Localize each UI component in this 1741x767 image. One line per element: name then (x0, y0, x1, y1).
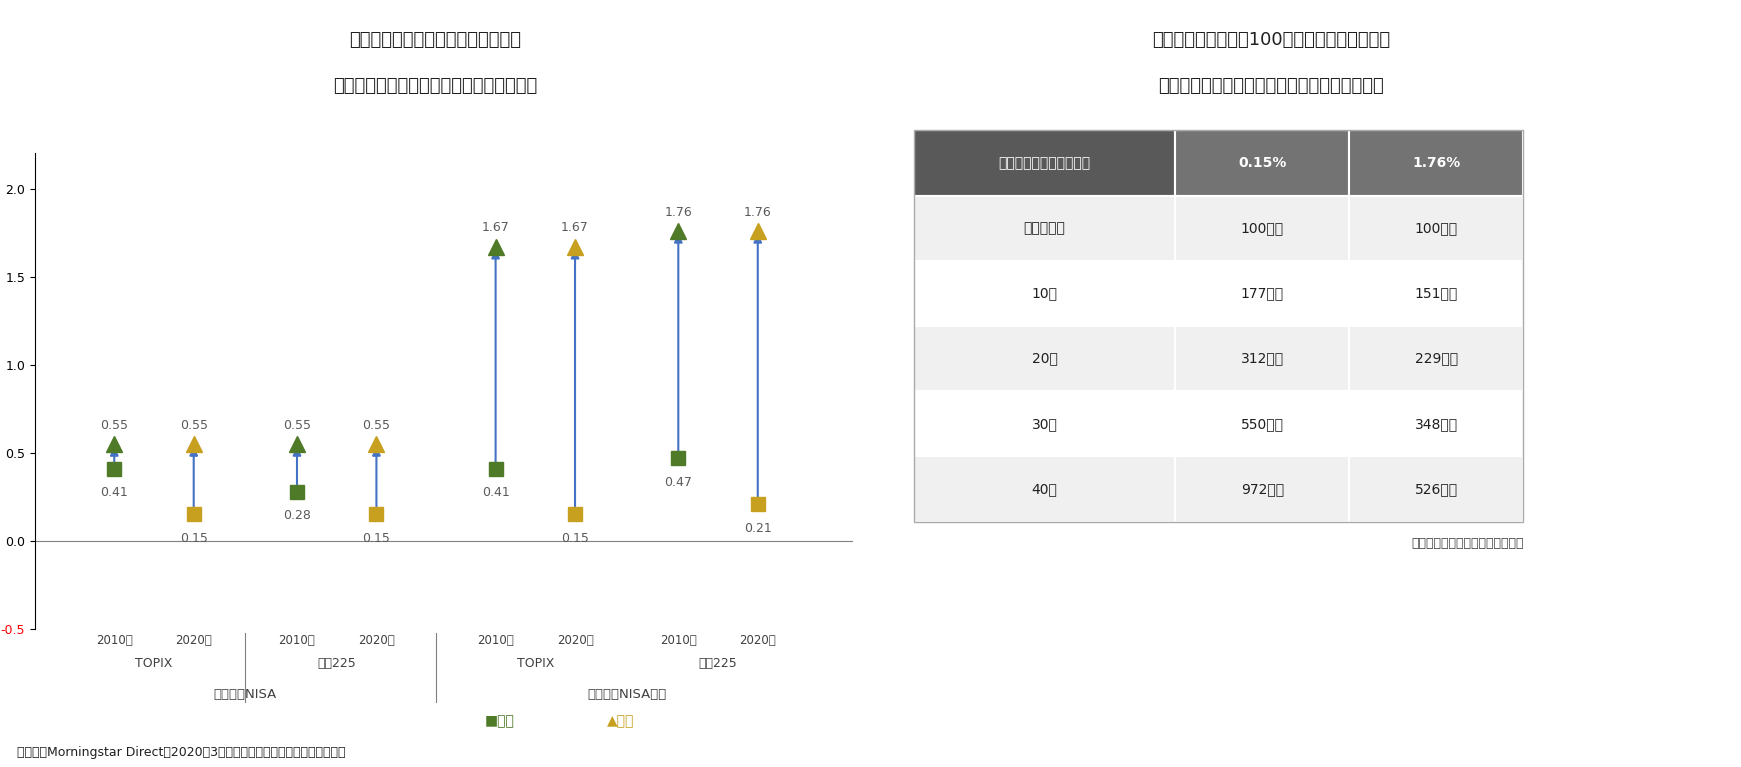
Text: 2010年: 2010年 (96, 634, 132, 647)
Text: 526万円: 526万円 (1415, 482, 1457, 496)
Text: 100万円: 100万円 (1415, 221, 1457, 235)
Text: 0.55: 0.55 (284, 419, 312, 432)
Text: 1.76%: 1.76% (1412, 156, 1461, 170)
Text: 30年: 30年 (1032, 416, 1057, 431)
Text: 1.76: 1.76 (743, 206, 771, 219)
Text: 2010年: 2010年 (477, 634, 514, 647)
Text: （資料）ニッセイ基礎研究所作成: （資料）ニッセイ基礎研究所作成 (1410, 537, 1523, 550)
Text: 20年: 20年 (1032, 351, 1057, 366)
Text: 1.67: 1.67 (561, 222, 588, 235)
Text: 0.41: 0.41 (101, 486, 129, 499)
Text: 10年: 10年 (1032, 286, 1057, 301)
Text: 348万円: 348万円 (1415, 416, 1457, 431)
Text: 2010年: 2010年 (279, 634, 315, 647)
Text: （資料）Morningstar Direct（2020年3月時点）よりニッセイ基礎研究所作成: （資料）Morningstar Direct（2020年3月時点）よりニッセイ基… (17, 746, 346, 759)
Text: 972万円: 972万円 (1241, 482, 1283, 496)
Text: つみたてNISA: つみたてNISA (214, 688, 277, 700)
Text: 0.21: 0.21 (743, 522, 771, 535)
Text: 投資開始時: 投資開始時 (1024, 221, 1065, 235)
Text: 信託報酬等の違いによるパフォーマンスの差: 信託報酬等の違いによるパフォーマンスの差 (1158, 77, 1384, 94)
Text: 177万円: 177万円 (1241, 286, 1283, 301)
Text: 151万円: 151万円 (1415, 286, 1457, 301)
Text: 0.55: 0.55 (179, 419, 207, 432)
Text: つみたてNISA以外: つみたてNISA以外 (587, 688, 667, 700)
Text: 2020年: 2020年 (359, 634, 395, 647)
Text: 1.76: 1.76 (665, 206, 693, 219)
Text: TOPIX: TOPIX (517, 657, 554, 670)
Text: 日経225: 日経225 (317, 657, 357, 670)
Text: 0.15: 0.15 (561, 532, 588, 545)
Text: 1.67: 1.67 (482, 222, 510, 235)
Text: 0.55: 0.55 (101, 419, 129, 432)
Text: 0.41: 0.41 (482, 486, 510, 499)
Text: 0.15%: 0.15% (1238, 156, 1287, 170)
Text: TOPIX: TOPIX (136, 657, 172, 670)
Text: （つみたてＮＩＳＡ対象有無、設定年別）: （つみたてＮＩＳＡ対象有無、設定年別） (333, 77, 538, 94)
Text: 日経225: 日経225 (698, 657, 738, 670)
Text: 2010年: 2010年 (660, 634, 696, 647)
Text: 312万円: 312万円 (1241, 351, 1283, 366)
Text: 0.15: 0.15 (362, 532, 390, 545)
Text: 0.15: 0.15 (179, 532, 207, 545)
Text: 2020年: 2020年 (176, 634, 212, 647)
Text: ■最小: ■最小 (484, 714, 515, 728)
Text: 2020年: 2020年 (557, 634, 594, 647)
Text: 図表７　信託報酬等（税込）の比較: 図表７ 信託報酬等（税込）の比較 (350, 31, 521, 48)
Text: ▲最大: ▲最大 (608, 714, 634, 728)
Text: 0.28: 0.28 (284, 509, 312, 522)
Text: 100万円: 100万円 (1241, 221, 1283, 235)
Text: 550万円: 550万円 (1241, 416, 1283, 431)
Text: 図表８　年率６％で100万円を運用した場合の: 図表８ 年率６％で100万円を運用した場合の (1153, 31, 1389, 48)
Text: 0.47: 0.47 (665, 476, 693, 489)
Text: 0.55: 0.55 (362, 419, 390, 432)
Text: 投資期間＼　信託報酬等: 投資期間＼ 信託報酬等 (999, 156, 1090, 170)
Text: 2020年: 2020年 (740, 634, 776, 647)
Text: 40年: 40年 (1032, 482, 1057, 496)
Text: 229万円: 229万円 (1415, 351, 1457, 366)
